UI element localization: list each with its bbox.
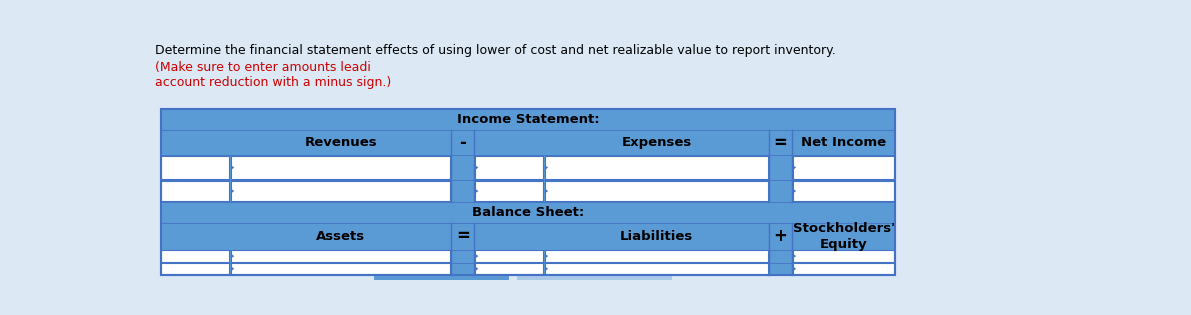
Polygon shape (475, 254, 479, 258)
Bar (161, 155, 896, 180)
Bar (231, 263, 450, 274)
Bar (793, 250, 894, 262)
Text: Stockholders'
Equity: Stockholders' Equity (792, 222, 894, 251)
Polygon shape (231, 254, 235, 258)
Bar (149, 38, 1072, 106)
Text: -: - (460, 134, 466, 152)
Polygon shape (231, 266, 235, 271)
Bar (545, 263, 768, 274)
Bar (545, 156, 768, 180)
Bar (793, 181, 894, 201)
Text: Balance Sheet:: Balance Sheet: (472, 206, 584, 219)
Polygon shape (793, 189, 796, 193)
Bar (475, 181, 543, 201)
Bar (545, 181, 768, 201)
Bar (161, 180, 896, 202)
Bar (793, 156, 894, 180)
Bar (231, 250, 450, 262)
Polygon shape (475, 165, 479, 170)
Bar (161, 109, 896, 130)
Polygon shape (231, 189, 235, 193)
Text: Revenues: Revenues (305, 136, 378, 149)
Bar (161, 181, 230, 201)
Text: +: + (774, 227, 787, 245)
Bar (475, 263, 543, 274)
Bar (231, 181, 450, 201)
Bar (161, 109, 896, 275)
Polygon shape (475, 266, 479, 271)
Text: =: = (456, 227, 469, 245)
Polygon shape (793, 165, 796, 170)
Bar (161, 263, 896, 275)
Text: (Make sure to enter amounts leadi
account reduction with a minus sign.): (Make sure to enter amounts leadi accoun… (155, 61, 392, 89)
Polygon shape (545, 165, 548, 170)
Text: Determine the financial statement effects of using lower of cost and net realiza: Determine the financial statement effect… (155, 44, 836, 57)
Bar (231, 156, 450, 180)
Text: Net Income: Net Income (802, 136, 886, 149)
Text: Liabilities: Liabilities (619, 230, 693, 243)
Bar (517, 275, 672, 280)
Polygon shape (475, 189, 479, 193)
Bar (161, 202, 896, 223)
Polygon shape (545, 266, 548, 271)
Polygon shape (793, 254, 796, 258)
Polygon shape (231, 165, 235, 170)
Text: =: = (774, 134, 787, 152)
Bar (161, 156, 230, 180)
Text: Assets: Assets (316, 230, 366, 243)
Bar (161, 263, 230, 274)
Bar (793, 263, 894, 274)
Text: Income Statement:: Income Statement: (456, 113, 599, 126)
Bar (161, 109, 896, 275)
Polygon shape (793, 266, 796, 271)
Bar (161, 130, 896, 155)
Polygon shape (545, 254, 548, 258)
Text: Expenses: Expenses (622, 136, 692, 149)
Polygon shape (545, 189, 548, 193)
Bar (161, 250, 230, 262)
Bar (161, 223, 896, 249)
Bar (545, 250, 768, 262)
Bar (475, 156, 543, 180)
Bar (475, 250, 543, 262)
Bar (161, 249, 896, 263)
Bar (374, 275, 510, 280)
